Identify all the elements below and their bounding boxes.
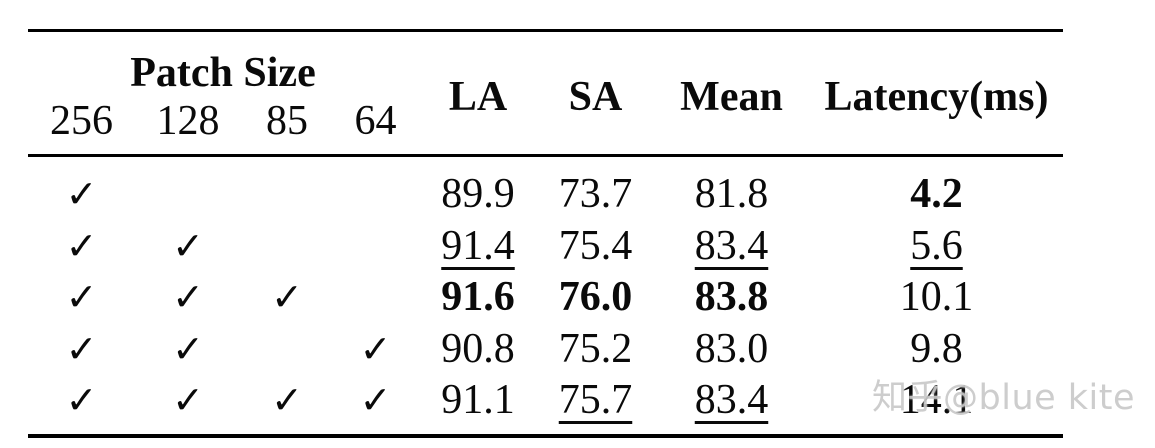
- check-cell-64: ✓: [359, 378, 392, 423]
- table-body: ✓ 89.9 73.7 81.8 4.2 ✓ ✓ 91.4 75.4 83.4 …: [28, 157, 1063, 435]
- latency-value: 9.8: [910, 325, 963, 372]
- sa-value: 75.7: [558, 377, 633, 424]
- check-cell-256: ✓: [65, 326, 98, 371]
- col-header-sa: SA: [568, 74, 623, 120]
- patch-size-group-header: Patch Size: [130, 50, 316, 96]
- check-cell-256: ✓: [65, 223, 98, 268]
- col-header-128: 128: [156, 98, 220, 144]
- table-row: ✓ ✓ ✓ ✓ 91.1 75.7 83.4 14.1: [28, 375, 1063, 427]
- check-cell-64: ✓: [359, 326, 392, 371]
- col-header-latency: Latency(ms): [824, 74, 1049, 120]
- mean-value: 81.8: [694, 171, 769, 218]
- table-header: Patch Size 256 128 85 64 LA SA Mean Late…: [28, 32, 1063, 154]
- watermark: 知乎@blue kite: [872, 378, 1136, 418]
- check-cell-85: ✓: [271, 378, 303, 423]
- col-header-mean: Mean: [680, 74, 783, 120]
- mean-value: 83.0: [694, 325, 769, 372]
- latency-value: 10.1: [899, 274, 974, 321]
- mean-value: 83.4: [694, 377, 769, 424]
- table-row: ✓ ✓ ✓ 90.8 75.2 83.0 9.8: [28, 323, 1063, 375]
- col-header-85: 85: [266, 98, 308, 144]
- check-cell-256: ✓: [65, 172, 98, 217]
- sa-value: 75.2: [558, 325, 633, 372]
- mean-value: 83.8: [694, 274, 769, 321]
- check-cell-128: ✓: [172, 223, 204, 268]
- col-header-64: 64: [354, 98, 397, 144]
- table-row: ✓ 89.9 73.7 81.8 4.2: [28, 169, 1063, 221]
- table-row: ✓ ✓ ✓ 91.6 76.0 83.8 10.1: [28, 272, 1063, 324]
- check-cell-256: ✓: [65, 378, 98, 423]
- latency-value: 5.6: [910, 222, 963, 269]
- table-row: ✓ ✓ 91.4 75.4 83.4 5.6: [28, 220, 1063, 272]
- la-value: 90.8: [441, 325, 515, 372]
- check-cell-85: ✓: [271, 275, 303, 320]
- la-value: 91.6: [441, 274, 515, 321]
- latency-value: 4.2: [910, 171, 963, 218]
- sa-value: 75.4: [558, 222, 633, 269]
- la-value: 89.9: [441, 171, 515, 218]
- sa-value: 73.7: [558, 171, 633, 218]
- col-header-256: 256: [50, 98, 113, 144]
- mean-value: 83.4: [694, 222, 769, 269]
- latency-value: 14.1: [899, 377, 974, 424]
- results-table: Patch Size 256 128 85 64 LA SA Mean Late…: [28, 29, 1063, 438]
- col-header-la: LA: [448, 74, 508, 120]
- check-cell-128: ✓: [172, 378, 204, 423]
- check-cell-256: ✓: [65, 275, 98, 320]
- la-value: 91.4: [441, 222, 515, 269]
- check-cell-128: ✓: [172, 275, 204, 320]
- check-cell-128: ✓: [172, 326, 204, 371]
- la-value: 91.1: [441, 377, 515, 424]
- table-bottom-rule: [28, 434, 1063, 438]
- table-top-rule: [28, 29, 1063, 32]
- table-mid-rule: [28, 154, 1063, 157]
- sa-value: 76.0: [558, 274, 633, 321]
